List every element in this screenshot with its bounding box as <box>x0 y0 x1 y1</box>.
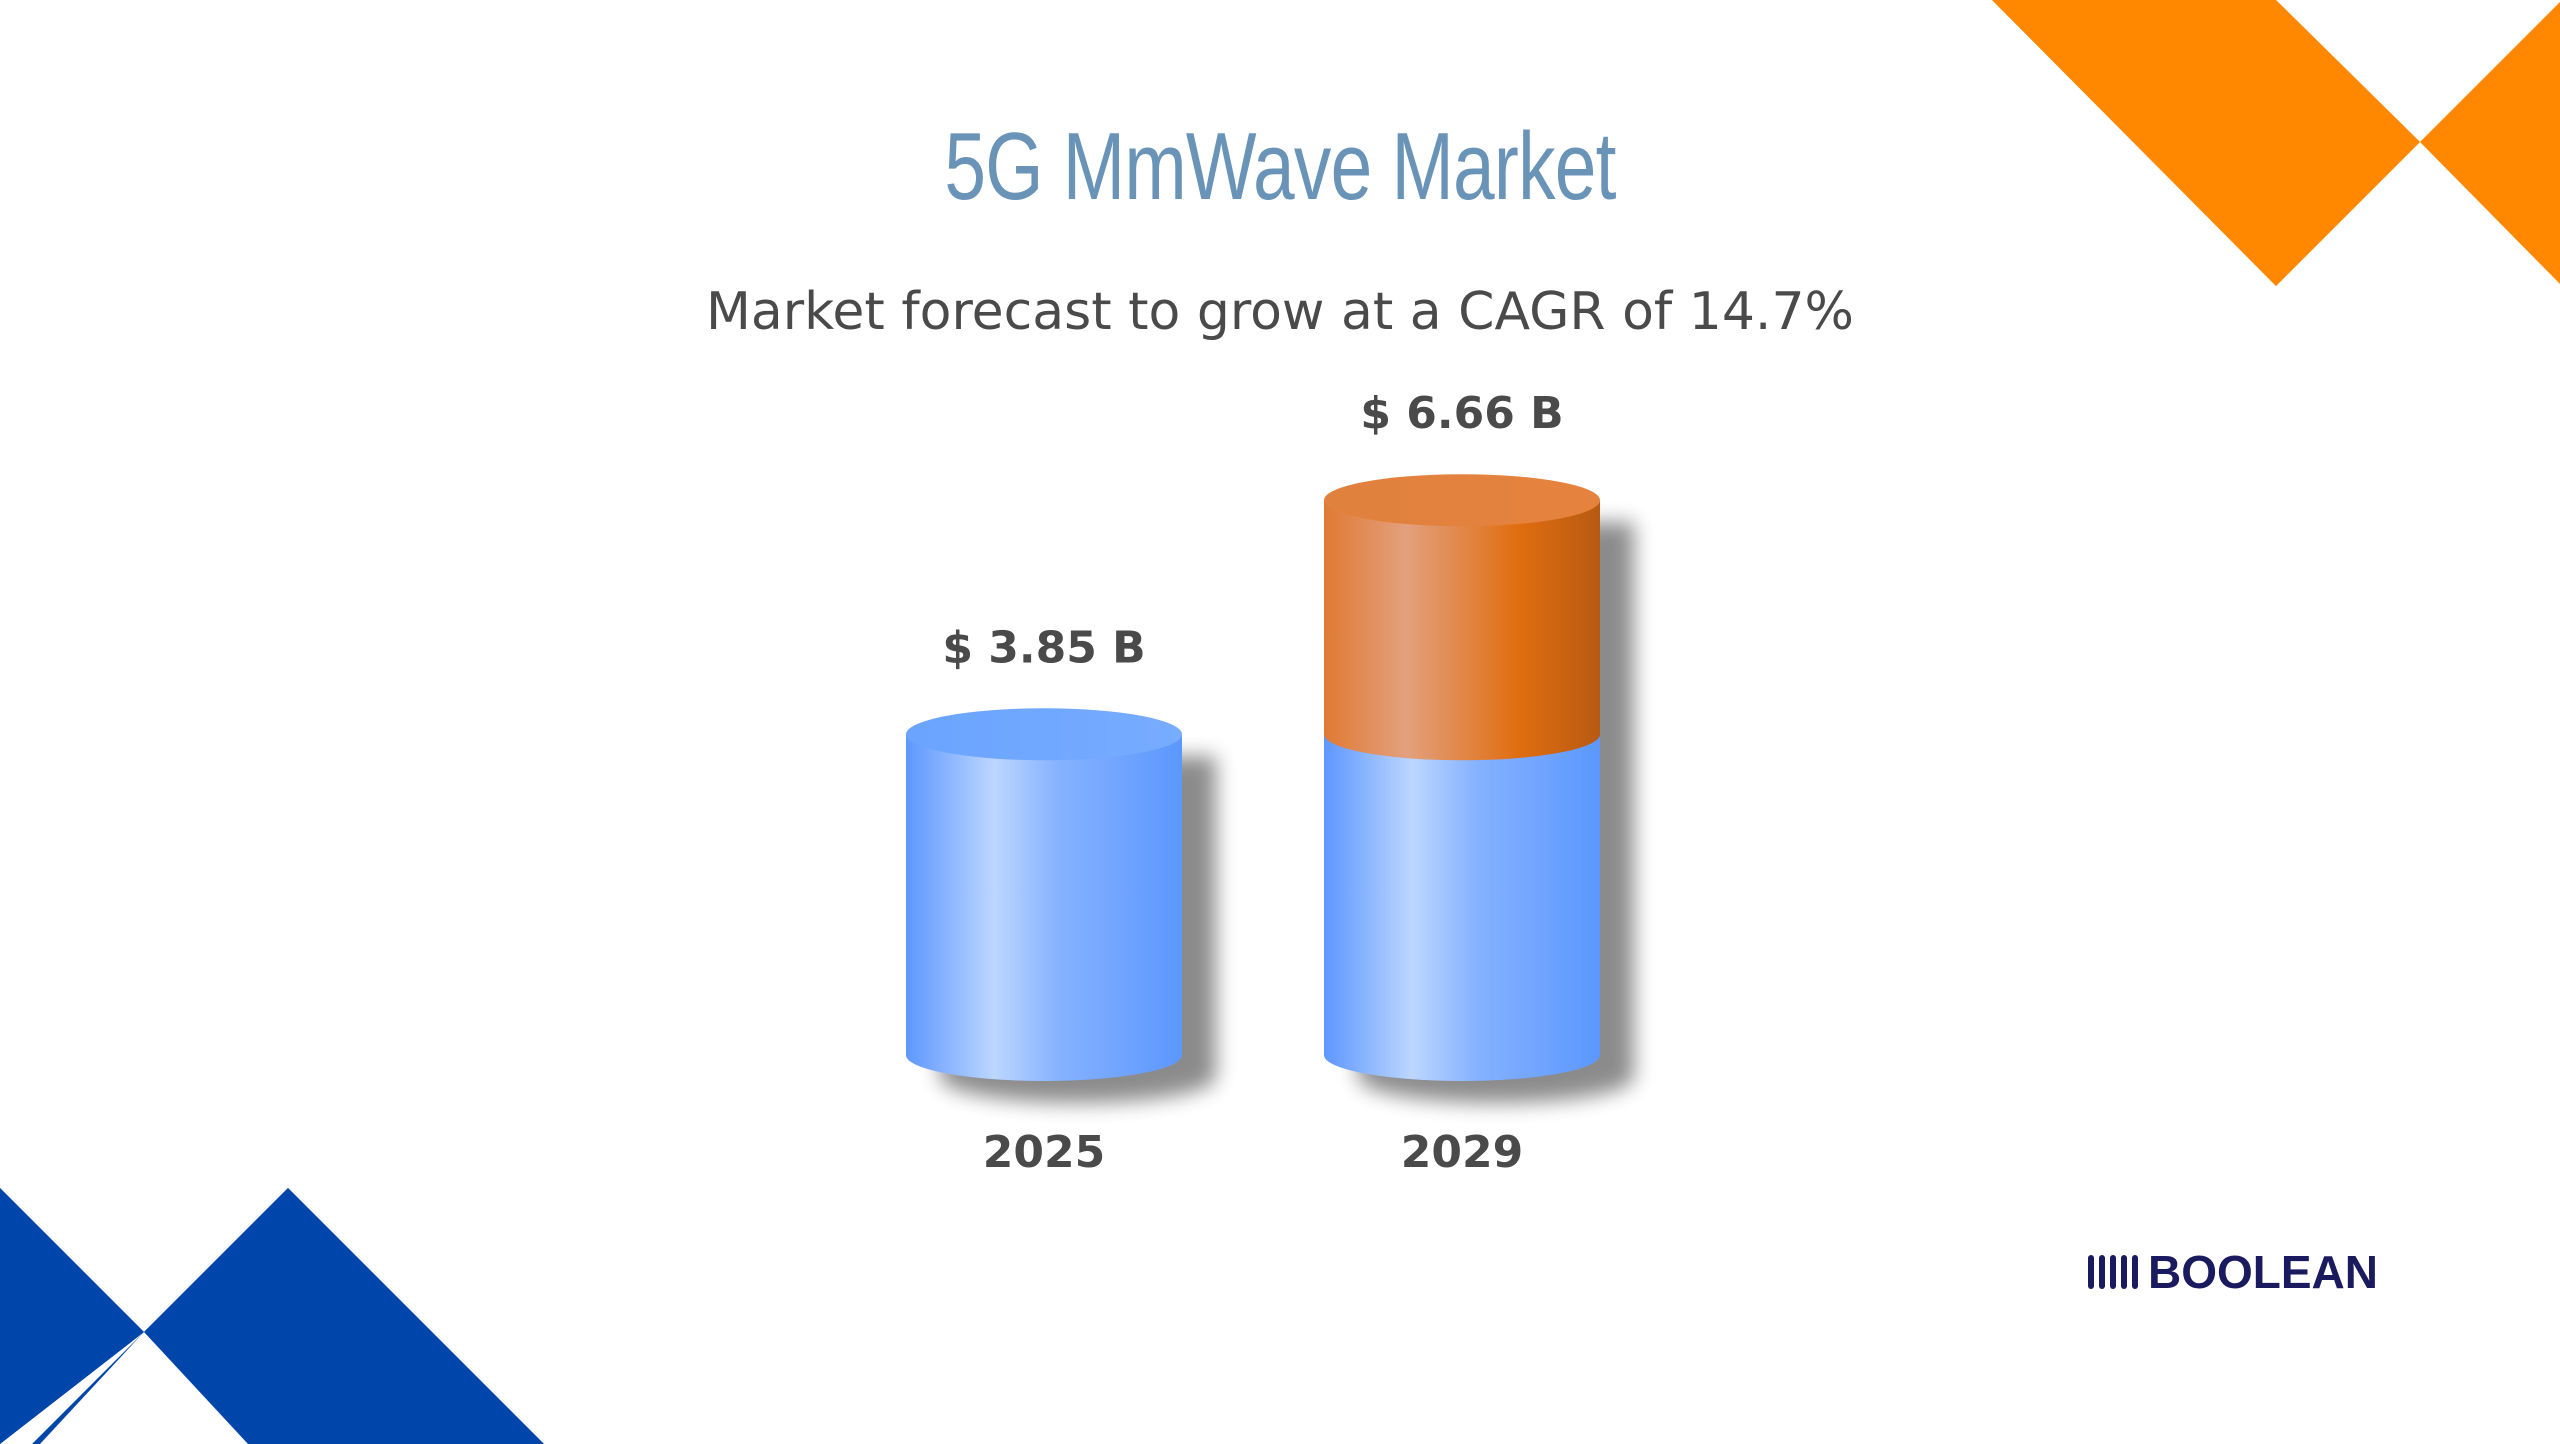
page-subtitle: Market forecast to grow at a CAGR of 14.… <box>706 282 1854 342</box>
bar-2029-top-cap <box>1324 474 1600 527</box>
orange-chevron-piece <box>1992 0 2420 286</box>
bar-2029-base-segment <box>1324 734 1600 1081</box>
brand-logo: BOOLEAN <box>2088 1244 2378 1300</box>
bar-2025-base-segment <box>906 734 1182 1081</box>
blue-chevron-piece <box>0 1188 144 1444</box>
x-tick-label-2025: 2025 <box>983 1127 1105 1178</box>
logo-text: BOOLEAN <box>2148 1246 2378 1298</box>
logo-bars-icon <box>2088 1255 2138 1289</box>
bar-2025-top-cap <box>906 708 1182 761</box>
x-tick-label-2029: 2029 <box>1401 1127 1523 1178</box>
value-label-2025: $ 3.85 B <box>942 622 1145 673</box>
page-title: 5G MmWave Market <box>944 113 1616 220</box>
value-label-2029: $ 6.66 B <box>1360 388 1563 439</box>
bar-2029-growth-segment <box>1324 500 1600 761</box>
white-notch <box>40 1332 248 1444</box>
